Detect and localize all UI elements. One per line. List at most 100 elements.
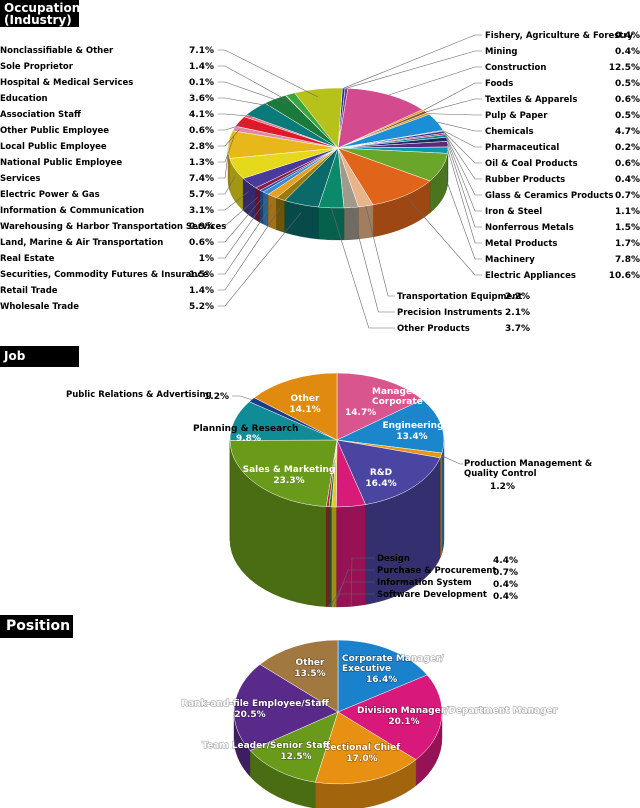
slice-value-other: 14.1% xyxy=(289,405,320,415)
slice-label-national-public-employee: National Public Employee xyxy=(0,158,122,168)
slice-label-sales-marketing: Sales & Marketing xyxy=(243,465,336,475)
leader-line xyxy=(447,144,482,228)
leader-line xyxy=(333,569,375,608)
leader-line xyxy=(423,82,482,111)
leader-line xyxy=(218,129,240,147)
pie-slice-management-corporate-planning xyxy=(336,372,423,441)
leader-line xyxy=(346,50,482,89)
leader-line xyxy=(330,207,395,329)
position-pie xyxy=(233,639,443,808)
slice-value-education: 3.6% xyxy=(189,94,214,104)
slice-value-metal-products: 1.7% xyxy=(615,239,640,249)
slice-label-team-leader-senior-staff: Team Leader/Senior Staff xyxy=(202,741,331,751)
pie-slice-nonclassifiable-other xyxy=(294,87,343,149)
slice-value-other: 13.5% xyxy=(294,669,325,679)
leader-line xyxy=(218,136,235,163)
occupation-industry-pie xyxy=(227,87,449,241)
slice-value-division-manager-department-manager: 20.1% xyxy=(388,717,419,727)
slice-value-textiles-apparels: 0.6% xyxy=(615,95,640,105)
leader-line xyxy=(388,66,482,96)
leader-line xyxy=(218,203,273,275)
job-category-pie xyxy=(229,372,445,608)
leader-line xyxy=(327,593,375,607)
slice-value-construction: 12.5% xyxy=(609,63,640,73)
slice-label-management-corporate-planning: Corporate Planning xyxy=(372,397,470,407)
slice-value-sectional-chief: 17.0% xyxy=(346,754,377,764)
pie-slice-other xyxy=(259,639,339,713)
pie-slice-side xyxy=(343,206,359,241)
leader-line xyxy=(444,133,482,180)
leader-line xyxy=(404,195,482,276)
leader-line xyxy=(218,176,236,195)
leader-line xyxy=(218,200,266,259)
slice-value-rank-and-file-employee-staff: 20.5% xyxy=(234,710,265,720)
slice-value-information-communication: 3.1% xyxy=(189,206,214,216)
job-category-section-title: Job Category xyxy=(0,346,79,384)
leader-line xyxy=(350,207,395,313)
slice-label-pharmaceutical: Pharmaceutical xyxy=(485,143,559,153)
leader-line xyxy=(428,113,482,116)
slice-label-land-marine-air-transportation: Land, Marine & Air Transportation xyxy=(0,238,163,248)
leader-line xyxy=(232,395,252,400)
slice-value-wholesale-trade: 5.2% xyxy=(189,302,214,312)
leader-line xyxy=(443,130,482,148)
leader-line xyxy=(218,207,281,291)
leader-line xyxy=(218,81,286,104)
slice-label-association-staff: Association Staff xyxy=(0,110,81,120)
slice-label-software-development: Software Development xyxy=(377,590,487,600)
slice-value-precision-instruments: 2.1% xyxy=(505,308,530,318)
slice-value-securities-commodity-futures-insurance: 1.5% xyxy=(189,270,214,280)
slice-label-iron-steel: Iron & Steel xyxy=(485,207,542,217)
slice-label-transportation-equipment: Transportation Equipment xyxy=(397,292,522,302)
slice-label-design: Design xyxy=(377,554,410,564)
leader-line xyxy=(447,150,482,244)
slice-value-retail-trade: 1.4% xyxy=(189,286,214,296)
slice-label-other: Other xyxy=(291,394,320,404)
slice-label-textiles-apparels: Textiles & Apparels xyxy=(485,95,577,105)
slice-value-fishery-agriculture-forestry: 0.4% xyxy=(615,31,640,41)
slice-value-mining: 0.4% xyxy=(615,47,640,57)
slice-label-rubber-products: Rubber Products xyxy=(485,175,565,185)
slice-label-local-public-employee: Local Public Employee xyxy=(0,142,107,152)
leader-line xyxy=(443,131,482,164)
slice-value-software-development: 0.4% xyxy=(493,592,518,602)
slice-label-electric-power-gas: Electric Power & Gas xyxy=(0,190,100,200)
slice-value-transportation-equipment: 2.2% xyxy=(505,292,530,302)
slice-label-other-products: Other Products xyxy=(397,324,470,334)
slice-label-planning-research: Planning & Research xyxy=(193,424,298,434)
pie-slice-side xyxy=(441,439,445,554)
slice-label-retail-trade: Retail Trade xyxy=(0,286,58,296)
slice-label-rank-and-file-employee-staff: Rank-and-file Employee/Staff xyxy=(181,699,329,709)
slice-label-wholesale-trade: Wholesale Trade xyxy=(0,302,79,312)
slice-value-r-d: 16.4% xyxy=(365,479,396,489)
slice-value-nonclassifiable-other: 7.1% xyxy=(189,46,214,56)
pie-slice-side xyxy=(328,506,332,608)
leader-line xyxy=(330,581,375,608)
leader-line xyxy=(365,205,395,297)
slice-value-land-marine-air-transportation: 0.6% xyxy=(189,238,214,248)
slice-label-management-corporate-planning: Management & xyxy=(372,387,449,397)
slice-value-iron-steel: 1.1% xyxy=(615,207,640,217)
pie-slice-side xyxy=(318,206,345,241)
slice-label-electric-appliances: Electric Appliances xyxy=(485,271,576,281)
slice-value-public-relations-advertising: 1.2% xyxy=(204,392,229,402)
leader-line xyxy=(218,152,229,179)
pie-slice-r-d xyxy=(336,439,441,505)
leader-line xyxy=(440,455,463,465)
slice-value-national-public-employee: 1.3% xyxy=(189,158,214,168)
pie-slice-side xyxy=(276,197,285,233)
slice-value-association-staff: 4.1% xyxy=(189,110,214,120)
slice-value-pulp-paper: 0.5% xyxy=(615,111,640,121)
leader-line xyxy=(218,198,262,243)
slice-value-pharmaceutical: 0.2% xyxy=(615,143,640,153)
leader-line xyxy=(441,167,482,260)
slice-label-hospital-medical-services: Hospital & Medical Services xyxy=(0,78,133,88)
slice-value-chemicals: 4.7% xyxy=(615,127,640,137)
slice-label-nonferrous-metals: Nonferrous Metals xyxy=(485,223,574,233)
pie-slice-side xyxy=(331,506,337,608)
occupation-section-title: Occupation (Industry) xyxy=(0,0,80,27)
slice-value-planning-research: 9.8% xyxy=(236,434,261,444)
leader-line xyxy=(218,191,250,211)
